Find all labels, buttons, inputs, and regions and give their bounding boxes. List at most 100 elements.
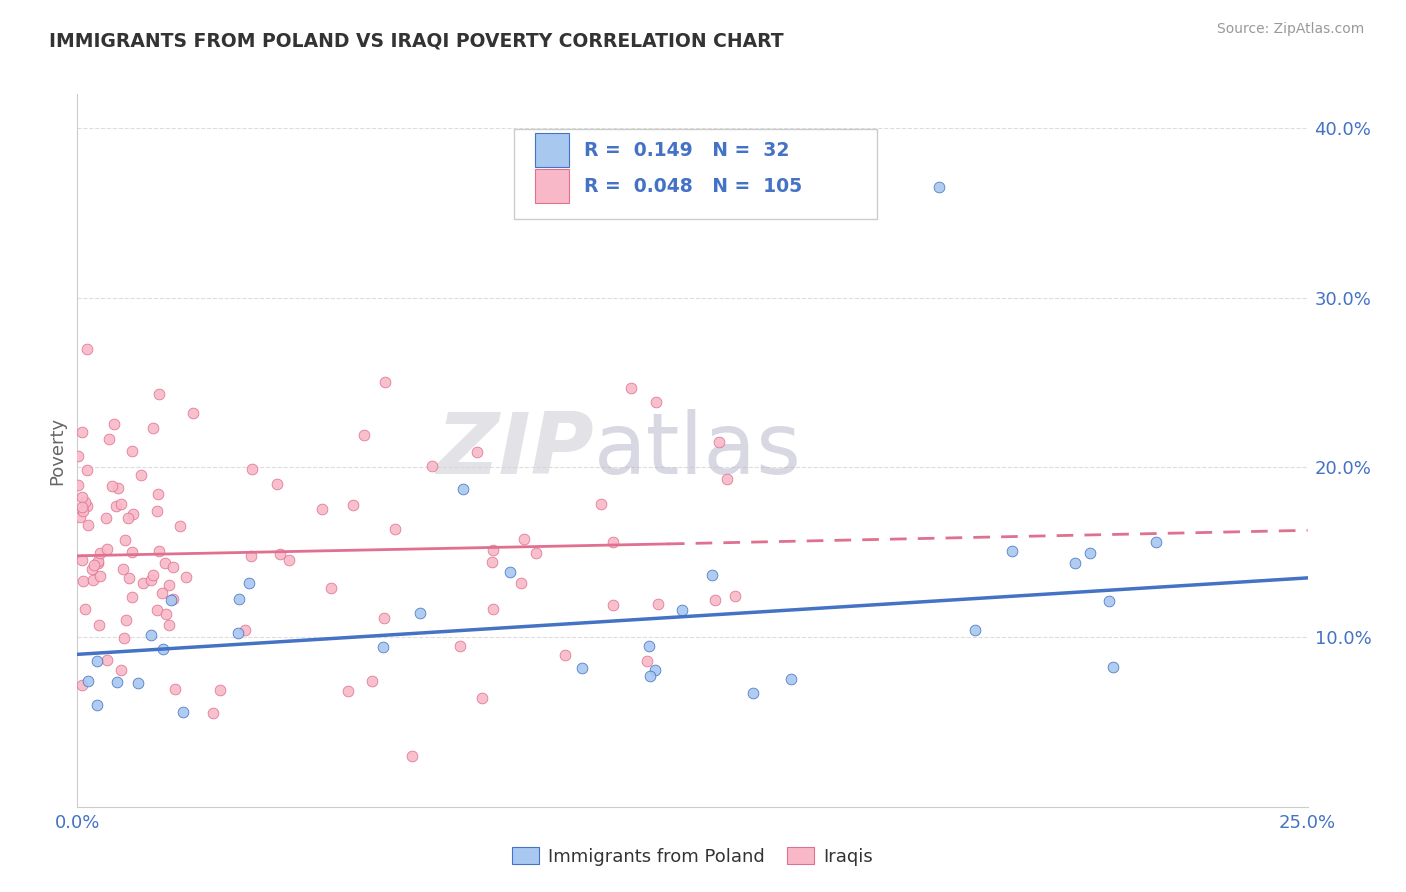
Point — [201, 706, 224, 720]
Point — [70, 553, 93, 567]
Point — [142, 421, 165, 435]
Point — [700, 568, 723, 582]
Point — [401, 749, 423, 764]
Point — [709, 435, 731, 450]
FancyBboxPatch shape — [515, 129, 877, 219]
Point — [148, 544, 170, 558]
Point — [780, 672, 803, 686]
Point — [139, 573, 162, 587]
Point — [111, 562, 134, 576]
Point — [373, 611, 395, 625]
Point — [153, 556, 176, 570]
Point — [481, 555, 503, 569]
Point — [110, 663, 132, 677]
Point — [127, 676, 149, 690]
Point — [129, 468, 152, 483]
Point — [86, 654, 108, 668]
Text: R =  0.048   N =  105: R = 0.048 N = 105 — [585, 177, 803, 196]
Point — [100, 479, 122, 493]
Point — [70, 425, 93, 439]
Point — [121, 444, 143, 458]
Point — [353, 427, 375, 442]
Point — [471, 691, 494, 706]
Point — [76, 342, 98, 356]
Point — [82, 573, 104, 587]
Point — [112, 632, 135, 646]
Point — [524, 546, 547, 560]
Point — [1078, 546, 1101, 560]
Text: atlas: atlas — [595, 409, 801, 492]
Point — [278, 553, 301, 567]
Point — [928, 180, 950, 194]
Text: Source: ZipAtlas.com: Source: ZipAtlas.com — [1216, 22, 1364, 37]
Point — [228, 592, 250, 607]
Point — [636, 655, 658, 669]
Point — [647, 597, 669, 611]
Point — [76, 499, 98, 513]
Y-axis label: Poverty: Poverty — [48, 417, 66, 484]
Point — [449, 639, 471, 653]
Point — [72, 574, 94, 588]
Point — [509, 575, 531, 590]
Point — [66, 478, 89, 492]
Point — [238, 575, 260, 590]
Point — [228, 626, 250, 640]
Point — [80, 562, 103, 576]
Point — [1101, 660, 1123, 674]
Point — [132, 575, 155, 590]
Point — [72, 503, 94, 517]
Point — [70, 500, 93, 515]
Point — [162, 559, 184, 574]
Point — [589, 498, 612, 512]
Point — [139, 628, 162, 642]
Point — [716, 472, 738, 486]
Text: IMMIGRANTS FROM POLAND VS IRAQI POVERTY CORRELATION CHART: IMMIGRANTS FROM POLAND VS IRAQI POVERTY … — [49, 31, 783, 50]
Point — [157, 618, 180, 632]
Point — [107, 481, 129, 495]
Point — [76, 673, 98, 688]
Point — [671, 603, 693, 617]
Point — [451, 482, 474, 496]
Point — [1144, 535, 1167, 549]
Point — [554, 648, 576, 662]
Point — [87, 556, 110, 570]
Point — [73, 495, 96, 509]
Point — [208, 683, 231, 698]
Point — [337, 684, 360, 698]
Point — [638, 669, 661, 683]
Point — [121, 545, 143, 559]
Point — [155, 607, 177, 622]
Point — [98, 432, 121, 446]
Point — [162, 592, 184, 607]
Point — [571, 661, 593, 675]
Point — [467, 445, 489, 459]
Point — [233, 623, 256, 637]
Point — [146, 487, 169, 501]
Point — [240, 462, 263, 476]
Point — [89, 546, 111, 560]
Point — [311, 501, 333, 516]
Point — [146, 504, 169, 518]
Point — [66, 450, 89, 464]
Point — [89, 618, 111, 632]
Point — [76, 463, 98, 477]
Text: ZIP: ZIP — [436, 409, 595, 492]
Point — [169, 518, 191, 533]
Point — [87, 554, 110, 568]
Text: R =  0.149   N =  32: R = 0.149 N = 32 — [585, 141, 790, 161]
Point — [342, 498, 364, 512]
Point — [96, 541, 118, 556]
Point — [142, 568, 165, 582]
Point — [114, 533, 136, 548]
Point — [110, 497, 132, 511]
Point — [321, 581, 343, 595]
Point — [172, 706, 194, 720]
Point — [152, 642, 174, 657]
Point — [1001, 543, 1024, 558]
Point — [374, 375, 396, 389]
Point — [620, 381, 643, 395]
Point — [724, 589, 747, 603]
Point — [420, 459, 443, 474]
Point — [482, 543, 505, 558]
Point — [160, 593, 183, 607]
